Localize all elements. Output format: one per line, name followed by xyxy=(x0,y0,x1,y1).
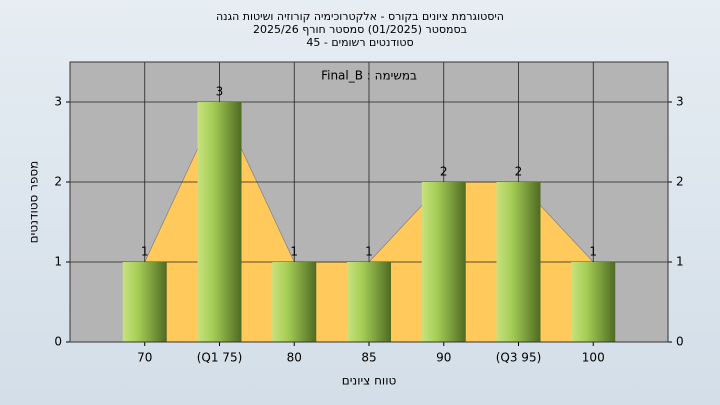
x-tick-label: 100 xyxy=(582,351,605,365)
x-tick-label: 90 xyxy=(436,351,451,365)
x-tick-label: 80 xyxy=(287,351,302,365)
bar xyxy=(496,182,541,342)
bar xyxy=(122,262,167,342)
plot-border xyxy=(69,61,669,343)
x-axis-label: טווח ציונים xyxy=(342,374,397,388)
data-label: 1 xyxy=(365,245,373,259)
y2-tick-label: 1 xyxy=(676,255,684,269)
chart-subtitle: סטודנטים רשומים - 45 xyxy=(306,36,413,49)
x-tick-label: (Q1 75) xyxy=(197,351,243,365)
bar xyxy=(197,102,242,342)
bar xyxy=(571,262,616,342)
data-label: 1 xyxy=(141,245,149,259)
bar xyxy=(272,262,317,342)
y-tick-label: 0 xyxy=(54,335,62,349)
y2-tick-label: 3 xyxy=(676,95,684,109)
chart-title: היסטוגרמת ציונים בקורס - אלקטרוכימיה קור… xyxy=(216,10,504,23)
y2-tick-label: 2 xyxy=(676,175,684,189)
x-tick-label: 85 xyxy=(361,351,376,365)
bar xyxy=(421,182,466,342)
data-label: 1 xyxy=(589,245,597,259)
y-tick-label: 3 xyxy=(54,95,62,109)
data-label: 3 xyxy=(216,85,224,99)
y-tick-label: 1 xyxy=(54,255,62,269)
data-label: 2 xyxy=(440,165,448,179)
y2-tick-label: 0 xyxy=(676,335,684,349)
y-axis-label: מספר סטודנטים xyxy=(27,161,41,244)
x-tick-label: (Q3 95) xyxy=(496,351,542,365)
chart-subtitle: בסמסטר (01/2025) סמסטר חורף 2025/26 xyxy=(253,23,467,36)
bar xyxy=(347,262,391,342)
data-label: 1 xyxy=(290,245,298,259)
y-tick-label: 2 xyxy=(54,175,62,189)
x-tick-label: 70 xyxy=(137,351,152,365)
data-label: 2 xyxy=(515,165,523,179)
